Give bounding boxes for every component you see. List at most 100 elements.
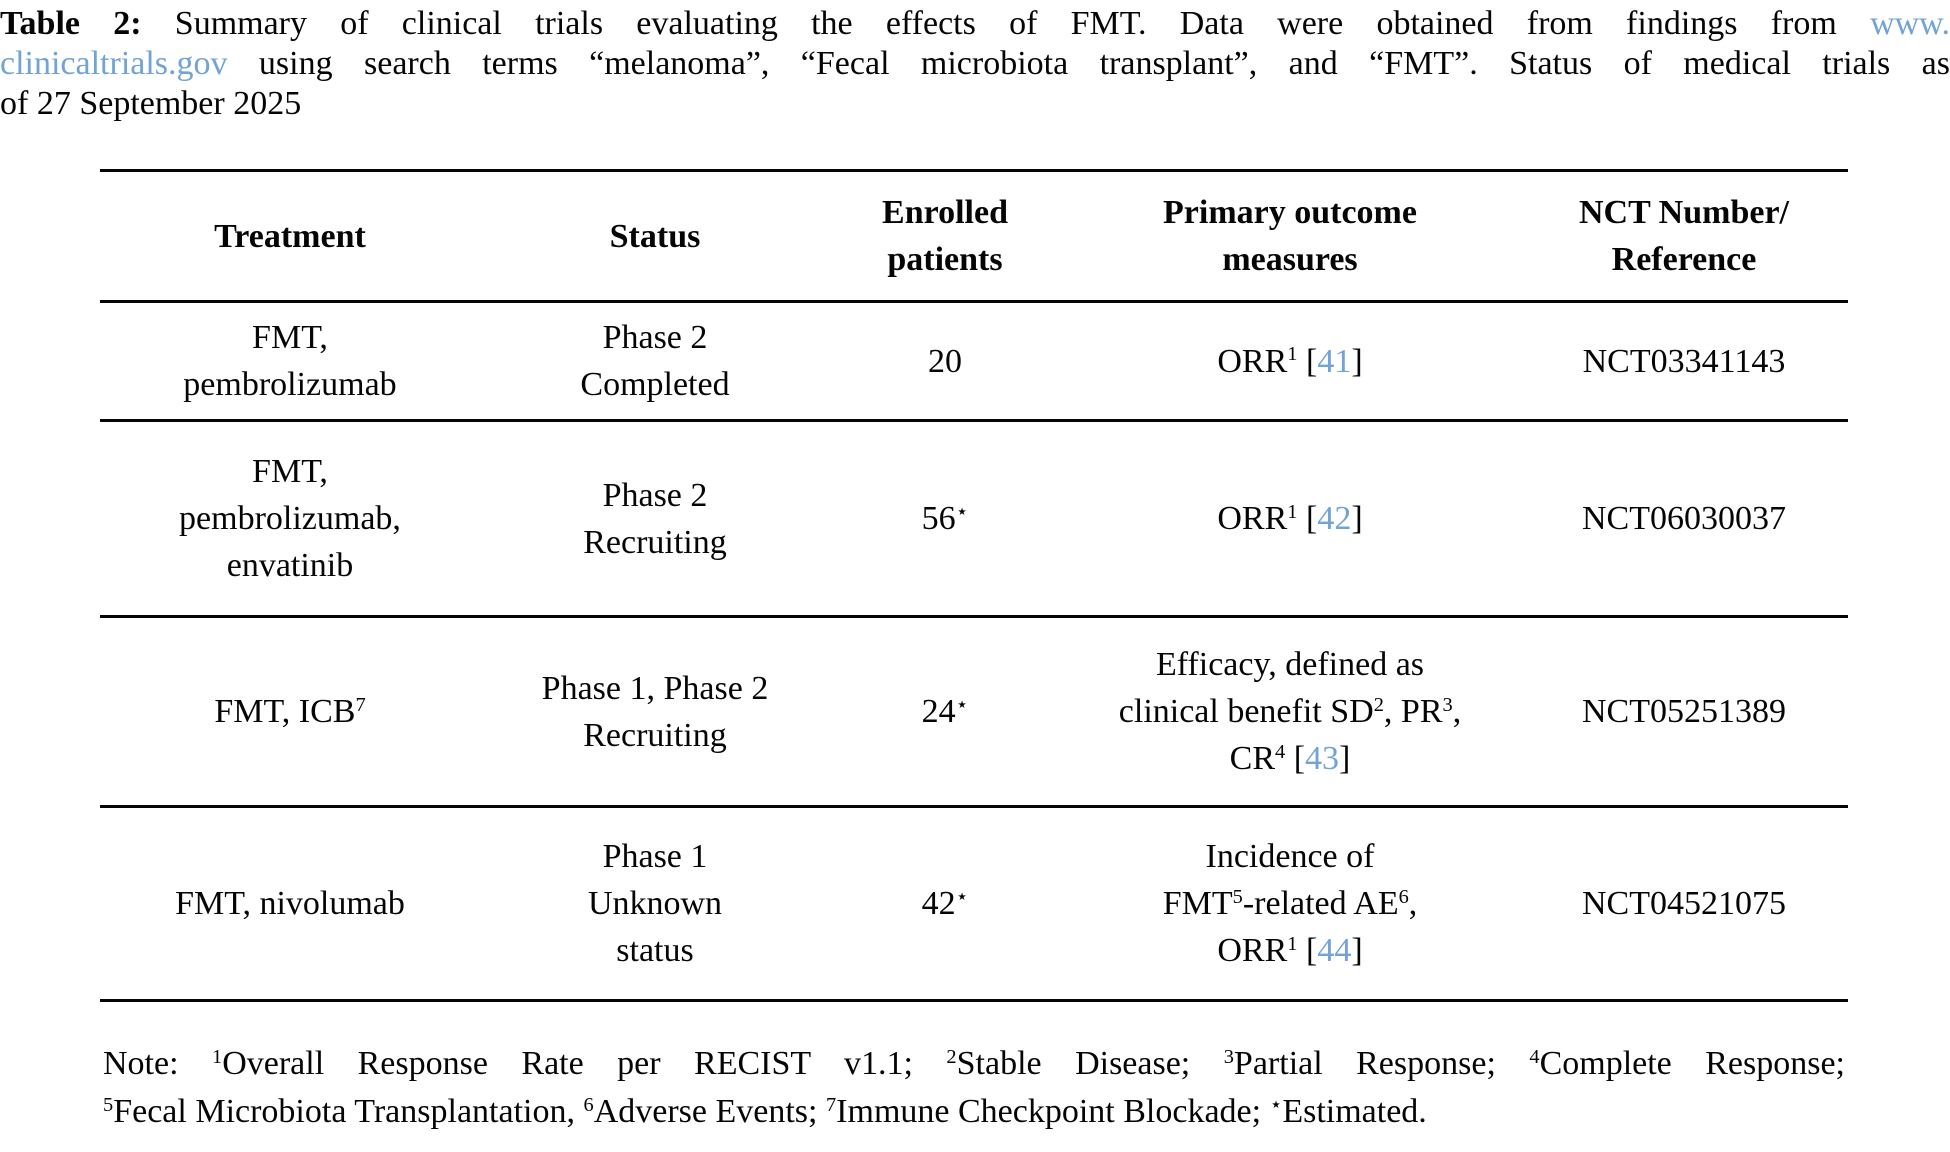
text-line: Recruiting <box>480 712 830 759</box>
text-segment: , PR <box>1383 693 1443 730</box>
text-segment: ORR <box>1217 932 1288 969</box>
text-segment: Unknown <box>587 885 723 922</box>
text-segment: Estimated. <box>1282 1093 1427 1130</box>
text-segment: Table 2: <box>0 5 142 42</box>
text-segment: pembrolizumab <box>183 366 397 403</box>
text-line: envatinib <box>100 542 480 589</box>
text-segment: [ <box>1297 932 1318 969</box>
cell-nct: NCT06030037 <box>1520 421 1848 617</box>
text-line: Enrolled <box>830 189 1060 236</box>
text-segment: Completed <box>580 366 730 403</box>
cell-enrolled: 56⋆ <box>830 421 1060 617</box>
text-segment: Reference <box>1611 241 1757 278</box>
text-segment: [ <box>1285 740 1306 777</box>
text-segment: Fecal Microbiota Transplantation, <box>113 1093 584 1130</box>
text-line: Phase 2 <box>480 472 830 519</box>
text-segment: measures <box>1222 241 1358 278</box>
text-segment: status <box>616 932 694 969</box>
text-line: NCT Number/ <box>1520 189 1848 236</box>
table-row: FMT, pembrolizumab Phase 2 Completed 20 OR… <box>100 302 1848 421</box>
text-segment: NCT04521075 <box>1582 885 1786 922</box>
text-segment: ] <box>1351 500 1363 537</box>
text-segment: 7 <box>825 1093 837 1116</box>
table-row: FMT, ICB7 Phase 1, Phase 2 Recruiting 24⋆… <box>100 617 1848 807</box>
text-line: clinicaltrials.gov using search terms “m… <box>0 44 1950 84</box>
text-segment: ⋆ <box>955 693 969 716</box>
text-segment: clinical benefit SD <box>1118 693 1374 730</box>
text-line: 24⋆ <box>830 688 1060 735</box>
text-line: 20 <box>830 338 1060 385</box>
text-line: Recruiting <box>480 519 830 566</box>
text-segment: Phase 2 <box>602 319 708 356</box>
text-segment: 1 <box>1287 500 1298 523</box>
text-segment: 3 <box>1442 693 1453 716</box>
text-line: FMT, <box>100 448 480 495</box>
clinicaltrials-gov-link[interactable]: clinicaltrials.gov <box>0 45 228 82</box>
cell-outcome: Efficacy, defined as clinical benefit SD2… <box>1060 617 1520 807</box>
text-line: Phase 2 <box>480 314 830 361</box>
cell-treatment: FMT, nivolumab <box>100 807 480 1001</box>
text-line: 56⋆ <box>830 495 1060 542</box>
text-segment: 1 <box>212 1045 223 1068</box>
text-line: Completed <box>480 361 830 408</box>
cell-outcome: Incidence of FMT5-related AE6, ORR1 [44] <box>1060 807 1520 1001</box>
text-segment: NCT05251389 <box>1582 693 1786 730</box>
text-segment: Status <box>609 217 701 255</box>
text-segment: Enrolled <box>882 194 1008 231</box>
text-segment: 5 <box>103 1093 114 1116</box>
text-line: NCT05251389 <box>1520 688 1848 735</box>
citation-42[interactable]: 42 <box>1317 500 1352 537</box>
table-row: FMT, pembrolizumab, envatinib Phase 2 Recru… <box>100 421 1848 617</box>
cell-outcome: ORR1 [41] <box>1060 302 1520 421</box>
text-segment: ] <box>1351 932 1363 969</box>
citation-43[interactable]: 43 <box>1305 740 1340 777</box>
cell-nct: NCT04521075 <box>1520 807 1848 1001</box>
clinicaltrials-gov-link[interactable]: www. <box>1870 5 1950 42</box>
text-line: FMT5-related AE6, <box>1060 880 1520 927</box>
text-line: ORR1 [44] <box>1060 927 1520 974</box>
text-segment: Immune Checkpoint Blockade; <box>836 1093 1270 1130</box>
cell-treatment: FMT, ICB7 <box>100 617 480 807</box>
text-line: Unknown <box>480 880 830 927</box>
cell-status: Phase 2 Recruiting <box>480 421 830 617</box>
text-segment: Phase 1 <box>602 838 708 875</box>
cell-status: Phase 1 Unknown status <box>480 807 830 1001</box>
text-segment: FMT, <box>252 319 328 356</box>
text-segment: CR <box>1229 740 1275 777</box>
text-segment: ORR <box>1217 342 1288 380</box>
text-segment: Treatment <box>214 217 366 255</box>
citation-41[interactable]: 41 <box>1317 342 1352 380</box>
col-header-treatment: Treatment <box>100 171 480 302</box>
col-header-primary-outcome: Primary outcome measures <box>1060 171 1520 302</box>
text-line: Phase 1 <box>480 833 830 880</box>
text-segment: 2 <box>946 1045 957 1068</box>
text-segment: pembrolizumab, <box>179 500 401 537</box>
text-segment: , <box>1452 693 1462 730</box>
citation-44[interactable]: 44 <box>1317 932 1352 969</box>
text-line: Efficacy, defined as <box>1060 641 1520 688</box>
cell-treatment: FMT, pembrolizumab <box>100 302 480 421</box>
text-segment: ⋆ <box>1269 1093 1283 1116</box>
text-line: Incidence of <box>1060 833 1520 880</box>
cell-enrolled: 24⋆ <box>830 617 1060 807</box>
text-segment: Recruiting <box>583 523 727 561</box>
text-line: measures <box>1060 236 1520 283</box>
text-line: Primary outcome <box>1060 189 1520 236</box>
text-line: 5Fecal Microbiota Transplantation, 6Adve… <box>103 1088 1845 1136</box>
text-segment: Adverse Events; <box>593 1093 826 1130</box>
text-line: clinical benefit SD2, PR3, <box>1060 688 1520 735</box>
text-segment: [ <box>1297 500 1318 537</box>
text-line: Status <box>480 213 830 260</box>
text-line: Treatment <box>100 213 480 260</box>
text-segment: 2 <box>1373 693 1384 716</box>
table-caption: Table 2: Summary of clinical trials eval… <box>0 0 1950 124</box>
text-segment: using search terms “melanoma”, “Fecal mi… <box>227 45 1950 82</box>
cell-status: Phase 1, Phase 2 Recruiting <box>480 617 830 807</box>
text-segment: 4 <box>1275 740 1286 763</box>
text-segment: Note: <box>103 1045 212 1082</box>
text-segment: Phase 1, Phase 2 <box>541 669 769 707</box>
text-line: NCT04521075 <box>1520 880 1848 927</box>
text-line: status <box>480 927 830 974</box>
text-segment: FMT <box>1162 885 1233 922</box>
text-segment: of 27 September 2025 <box>0 85 302 122</box>
